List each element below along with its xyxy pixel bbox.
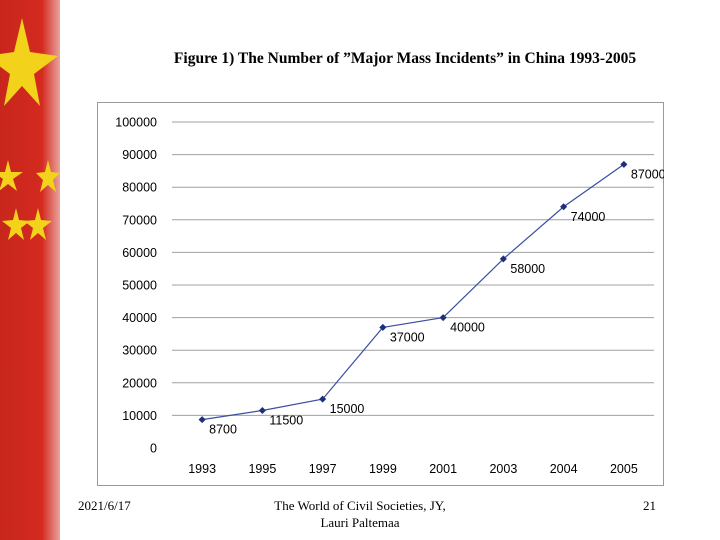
y-tick-label: 10000 — [122, 409, 157, 423]
data-point — [439, 314, 447, 322]
data-point — [379, 323, 387, 331]
y-tick-label: 50000 — [122, 279, 157, 293]
footer-credit-line2: Lauri Paltemaa — [320, 515, 400, 530]
x-tick-label: 2001 — [429, 462, 457, 476]
x-tick-label: 2004 — [550, 462, 578, 476]
data-label: 58000 — [510, 262, 545, 276]
series-markers — [198, 160, 628, 424]
data-point — [499, 255, 507, 263]
slide-title: Figure 1) The Number of ”Major Mass Inci… — [173, 50, 637, 67]
x-tick-label: 1993 — [188, 462, 216, 476]
footer-date: 2021/6/17 — [78, 498, 131, 513]
y-tick-label: 30000 — [122, 344, 157, 358]
gridlines — [172, 121, 654, 416]
y-tick-label: 0 — [150, 442, 157, 456]
y-tick-label: 40000 — [122, 311, 157, 325]
y-tick-label: 100000 — [115, 116, 157, 130]
data-point — [620, 160, 628, 168]
y-axis-ticks: 0 10000 20000 30000 40000 50000 60000 70000 8000… — [115, 116, 157, 456]
x-tick-label: 1995 — [248, 462, 276, 476]
data-label: 15000 — [330, 402, 365, 416]
chart-container: 0 10000 20000 30000 40000 50000 60000 70000 8000… — [97, 102, 666, 486]
page-number: 21 — [643, 498, 656, 513]
data-label: 8700 — [209, 423, 237, 437]
data-point — [560, 203, 568, 211]
flag-background — [0, 0, 60, 540]
footer-credit-line1: The World of Civil Societies, JY, — [274, 498, 446, 513]
flag-star-small-icon — [2, 208, 30, 240]
x-tick-label: 2003 — [489, 462, 517, 476]
y-tick-label: 80000 — [122, 181, 157, 195]
x-axis-ticks: 1993 1995 1997 1999 2001 2003 2004 2005 — [188, 462, 638, 476]
flag-star-small-icon — [24, 208, 52, 240]
y-tick-label: 70000 — [122, 213, 157, 227]
chart-frame — [97, 102, 664, 486]
flag-star-small-icon — [0, 160, 23, 191]
flag-star-large-icon — [0, 18, 58, 106]
data-labels: 8700 11500 15000 37000 40000 58000 74000 87000 — [209, 167, 666, 437]
flag-star-small-icon — [36, 160, 60, 192]
line-chart: 0 10000 20000 30000 40000 50000 60000 70000 8000… — [97, 102, 666, 486]
y-tick-label: 60000 — [122, 246, 157, 260]
data-point — [319, 395, 327, 403]
footer-credit: The World of Civil Societies, JY, Lauri … — [250, 497, 470, 531]
x-tick-label: 1997 — [309, 462, 337, 476]
y-tick-label: 90000 — [122, 148, 157, 162]
x-tick-label: 1999 — [369, 462, 397, 476]
x-tick-label: 2005 — [610, 462, 638, 476]
data-label: 11500 — [269, 414, 303, 428]
data-label: 74000 — [571, 210, 606, 224]
data-label: 87000 — [631, 167, 664, 181]
data-label: 40000 — [450, 321, 485, 335]
data-point — [198, 416, 206, 424]
data-label: 37000 — [390, 330, 425, 344]
data-point — [258, 406, 266, 415]
series-line — [202, 163, 625, 421]
china-flag-strip — [0, 0, 60, 540]
y-tick-label: 20000 — [122, 376, 157, 390]
